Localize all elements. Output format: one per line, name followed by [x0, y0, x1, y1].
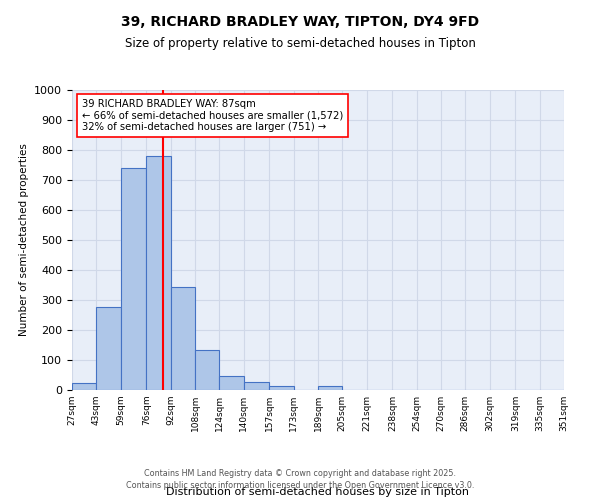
- Text: 39, RICHARD BRADLEY WAY, TIPTON, DY4 9FD: 39, RICHARD BRADLEY WAY, TIPTON, DY4 9FD: [121, 15, 479, 29]
- Text: Contains public sector information licensed under the Open Government Licence v3: Contains public sector information licen…: [126, 481, 474, 490]
- Text: Contains HM Land Registry data © Crown copyright and database right 2025.: Contains HM Land Registry data © Crown c…: [144, 468, 456, 477]
- Text: Size of property relative to semi-detached houses in Tipton: Size of property relative to semi-detach…: [125, 38, 475, 51]
- Bar: [318, 386, 342, 390]
- Bar: [72, 384, 96, 390]
- Bar: [96, 306, 121, 390]
- Bar: [219, 376, 244, 390]
- Bar: [195, 350, 219, 390]
- Bar: [269, 386, 294, 390]
- Bar: [146, 156, 171, 390]
- Bar: [171, 286, 195, 390]
- Bar: [121, 168, 146, 390]
- Y-axis label: Number of semi-detached properties: Number of semi-detached properties: [19, 144, 29, 336]
- X-axis label: Distribution of semi-detached houses by size in Tipton: Distribution of semi-detached houses by …: [167, 487, 470, 497]
- Text: 39 RICHARD BRADLEY WAY: 87sqm
← 66% of semi-detached houses are smaller (1,572)
: 39 RICHARD BRADLEY WAY: 87sqm ← 66% of s…: [82, 99, 343, 132]
- Bar: [244, 382, 269, 390]
